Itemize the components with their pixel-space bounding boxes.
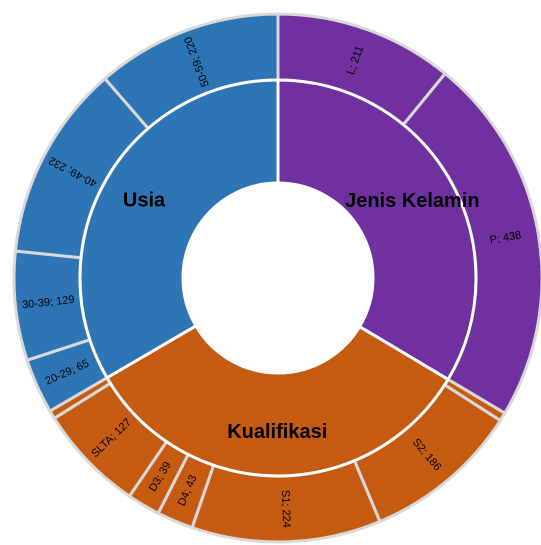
group-label: Usia [123, 189, 166, 211]
inner-segment [104, 323, 451, 478]
segment-label: P; 438 [489, 229, 522, 246]
segment-label: S1; 224 [279, 490, 292, 528]
group-label: Kualifikasi [227, 421, 327, 443]
group-label: Jenis Kelamin [345, 190, 480, 212]
inner-segment [78, 78, 280, 380]
segment-label: 30-39; 129 [22, 294, 76, 312]
inner-segment [276, 78, 478, 382]
